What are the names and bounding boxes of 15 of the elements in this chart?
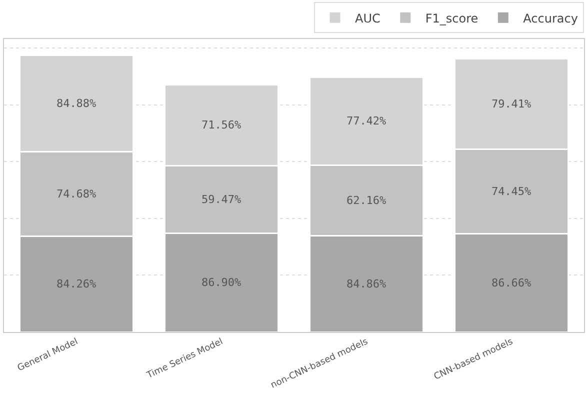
data-label: 74.68% — [56, 187, 97, 200]
data-label: 84.86% — [346, 277, 387, 290]
data-label: 79.41% — [491, 97, 532, 110]
data-label: 74.45% — [491, 184, 532, 198]
legend-label: Accuracy — [523, 11, 578, 26]
data-label: 84.26% — [56, 278, 97, 291]
data-label: 77.42% — [346, 114, 387, 128]
data-label: 59.47% — [201, 193, 242, 206]
data-label: 86.66% — [491, 276, 532, 290]
data-label: 62.16% — [346, 194, 387, 207]
data-label: 71.56% — [201, 118, 242, 132]
data-label: 86.90% — [201, 276, 242, 290]
legend-label: AUC — [355, 11, 380, 26]
data-label: 84.88% — [56, 96, 97, 110]
legend-label: F1_score — [425, 11, 478, 26]
